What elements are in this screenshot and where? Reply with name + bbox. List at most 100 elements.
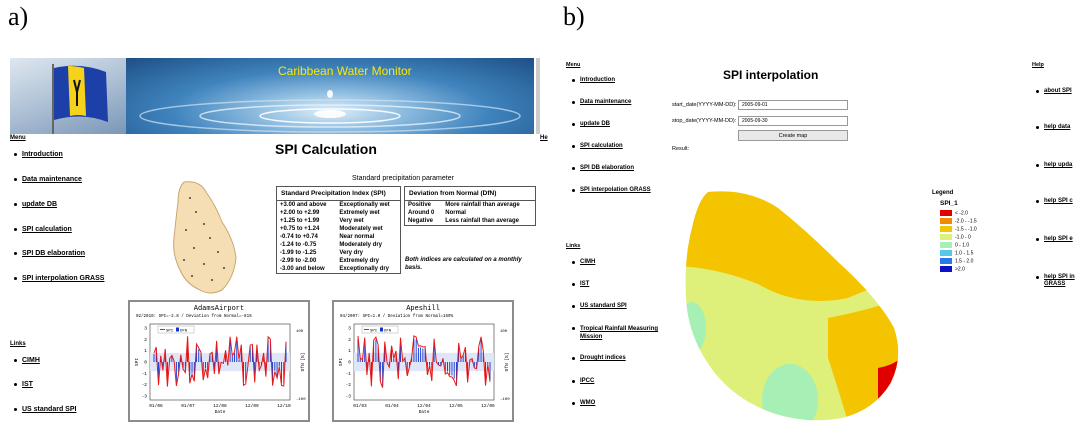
spi-range-cell: +1.25 to +1.99 — [280, 218, 320, 224]
spi-series-line — [357, 335, 491, 388]
help-link[interactable]: about SPI — [1036, 88, 1086, 95]
menu-item-update-db[interactable]: update DB — [14, 201, 57, 208]
legend-item: -1.0 - 0 — [940, 234, 971, 240]
links-header-b: Links — [566, 243, 581, 249]
y-tick-label: 1 — [348, 348, 351, 354]
legend-spi-label: SPI — [370, 330, 377, 334]
spi-table-row: +1.25 to +1.99 Very wet — [277, 217, 400, 225]
spi-class-cell: Very dry — [339, 250, 364, 256]
x-axis-label: Date — [419, 409, 430, 415]
links-header: Links — [10, 341, 26, 347]
dfn-sign-cell: Positive — [408, 202, 432, 208]
legend-swatch — [940, 226, 952, 232]
param-title: Standard precipitation parameter — [352, 175, 454, 182]
link-us-standard-spi[interactable]: US standard SPI — [14, 406, 76, 413]
menu-b-update-db[interactable]: update DB — [572, 121, 610, 127]
bullet — [572, 101, 575, 104]
legend-item: 0 - 1.0 — [940, 242, 969, 248]
legend-item: -2.0 - -1.5 — [940, 218, 977, 224]
y-tick-label: 2 — [348, 337, 351, 343]
bullet — [14, 178, 17, 181]
link-b-trmm[interactable]: Tropical Rainfall Measuring Mission — [572, 325, 662, 341]
start-date-input[interactable] — [738, 100, 848, 110]
link-b-ipcc[interactable]: IPCC — [572, 378, 594, 384]
start-date-label: start_date(YYYY-MM-DD): — [672, 102, 737, 108]
chart-adams-airport: AdamsAirport 02/2010: SPI=-2.8 / Deviatio… — [128, 300, 310, 422]
x-tick-label: 01/03 — [353, 403, 367, 409]
link-b-wmo[interactable]: WMO — [572, 400, 595, 406]
stop-date-label: stop_date(YYYY-MM-DD): — [672, 118, 737, 124]
bullet — [572, 79, 575, 82]
dfn-meaning-cell: Normal — [445, 210, 466, 216]
menu-header: Menu — [10, 135, 26, 141]
link-cimh[interactable]: CIMH — [14, 357, 40, 364]
help-links: about SPI help data help upda help SPI c hel… — [1030, 58, 1088, 422]
spi-table-row: -1.24 to -0.75 Moderately dry — [277, 241, 400, 249]
dfn-sign-cell: Around 0 — [408, 210, 435, 216]
dfn-table-row: Around 0 Normal — [405, 209, 535, 217]
legend-swatch — [940, 234, 952, 240]
bullet — [14, 203, 17, 206]
bullet — [1036, 126, 1039, 129]
right-tick-label: -100 — [296, 398, 306, 402]
help-link[interactable]: help SPI e — [1036, 236, 1086, 243]
menu-b-spi-interpolation-grass[interactable]: SPI interpolation GRASS — [572, 187, 651, 193]
spi-range-cell: +0.75 to +1.24 — [280, 226, 320, 232]
banner-title: Caribbean Water Monitor — [278, 64, 412, 78]
bullet — [14, 359, 17, 362]
bullet — [1036, 164, 1039, 167]
menu-item-spi-calculation[interactable]: SPI calculation — [14, 226, 72, 233]
legend-label: 1.0 - 1.5 — [955, 250, 974, 257]
help-edge-label[interactable]: He — [540, 135, 548, 141]
legend-item: 1.0 - 1.5 — [940, 250, 973, 256]
barbados-flag-image — [10, 58, 126, 134]
link-b-us-standard-spi[interactable]: US standard SPI — [572, 303, 627, 309]
legend-swatch — [940, 250, 952, 256]
link-b-cimh[interactable]: CIMH — [572, 259, 595, 265]
menu-item-spi-interpolation-grass[interactable]: SPI interpolation GRASS — [14, 275, 104, 282]
spi-class-cell: Exceptionally dry — [339, 266, 390, 272]
link-ist[interactable]: IST — [14, 381, 33, 388]
legend-label: -1.0 - 0 — [955, 234, 971, 241]
spi-range-cell: -3.00 and below — [280, 266, 325, 272]
y-axis-label: SPI — [134, 358, 140, 366]
spi-class-cell: Extremely dry — [339, 258, 380, 264]
chart-subtitle: 02/2010: SPI=-2.8 / Deviation from Norma… — [136, 314, 252, 319]
menu-item-introduction[interactable]: Introduction — [14, 151, 63, 158]
chart-title: AdamsAirport — [194, 305, 244, 313]
y-tick-label: -3 — [346, 394, 352, 400]
stop-date-input[interactable] — [738, 116, 848, 126]
spi-range-cell: -2.99 to -2.00 — [280, 258, 317, 264]
legend-label: -2.0 - -1.5 — [955, 218, 977, 225]
link-b-drought-indices[interactable]: Drought indices — [572, 355, 626, 361]
help-link[interactable]: help SPI c — [1036, 198, 1086, 205]
spi-table-row: +2.00 to +2.99 Extremely wet — [277, 209, 400, 217]
y-axis-label: SPI — [338, 358, 344, 366]
right-tick-label: 100 — [500, 330, 508, 334]
help-link[interactable]: help upda — [1036, 162, 1086, 169]
spi-table-row: +3.00 and above Exceptionally wet — [277, 201, 400, 210]
spi-class-cell: Extremely wet — [339, 210, 380, 216]
help-link[interactable]: help SPI in GRASS — [1036, 274, 1086, 288]
x-tick-label: 01/04 — [385, 403, 399, 409]
menu-item-spi-db-elaboration[interactable]: SPI DB elaboration — [14, 250, 85, 257]
spi-table-row: -1.99 to -1.25 Very dry — [277, 249, 400, 257]
menu-b-introduction[interactable]: Introduction — [572, 77, 615, 83]
site-banner: Caribbean Water Monitor — [10, 58, 540, 134]
help-link[interactable]: help data — [1036, 124, 1086, 131]
menu-item-data-maintenance[interactable]: Data maintenance — [14, 176, 82, 183]
create-map-button[interactable]: Create map — [738, 130, 848, 141]
menu-b-data-maintenance[interactable]: Data maintenance — [572, 99, 631, 105]
legend-swatch — [940, 258, 952, 264]
x-axis-label: Date — [215, 409, 226, 415]
menu-b-spi-db-elaboration[interactable]: SPI DB elaboration — [572, 165, 634, 171]
barbados-station-map — [170, 178, 240, 300]
x-tick-label: 01/07 — [181, 403, 195, 409]
bullet — [572, 261, 575, 264]
link-b-ist[interactable]: IST — [572, 281, 589, 287]
panel-a-screenshot: Caribbean Water Monitor Menu Introductio… — [10, 58, 548, 422]
panel-b-screenshot: Menu Introduction Data maintenance updat… — [560, 58, 1088, 422]
menu-b-spi-calculation[interactable]: SPI calculation — [572, 143, 623, 149]
